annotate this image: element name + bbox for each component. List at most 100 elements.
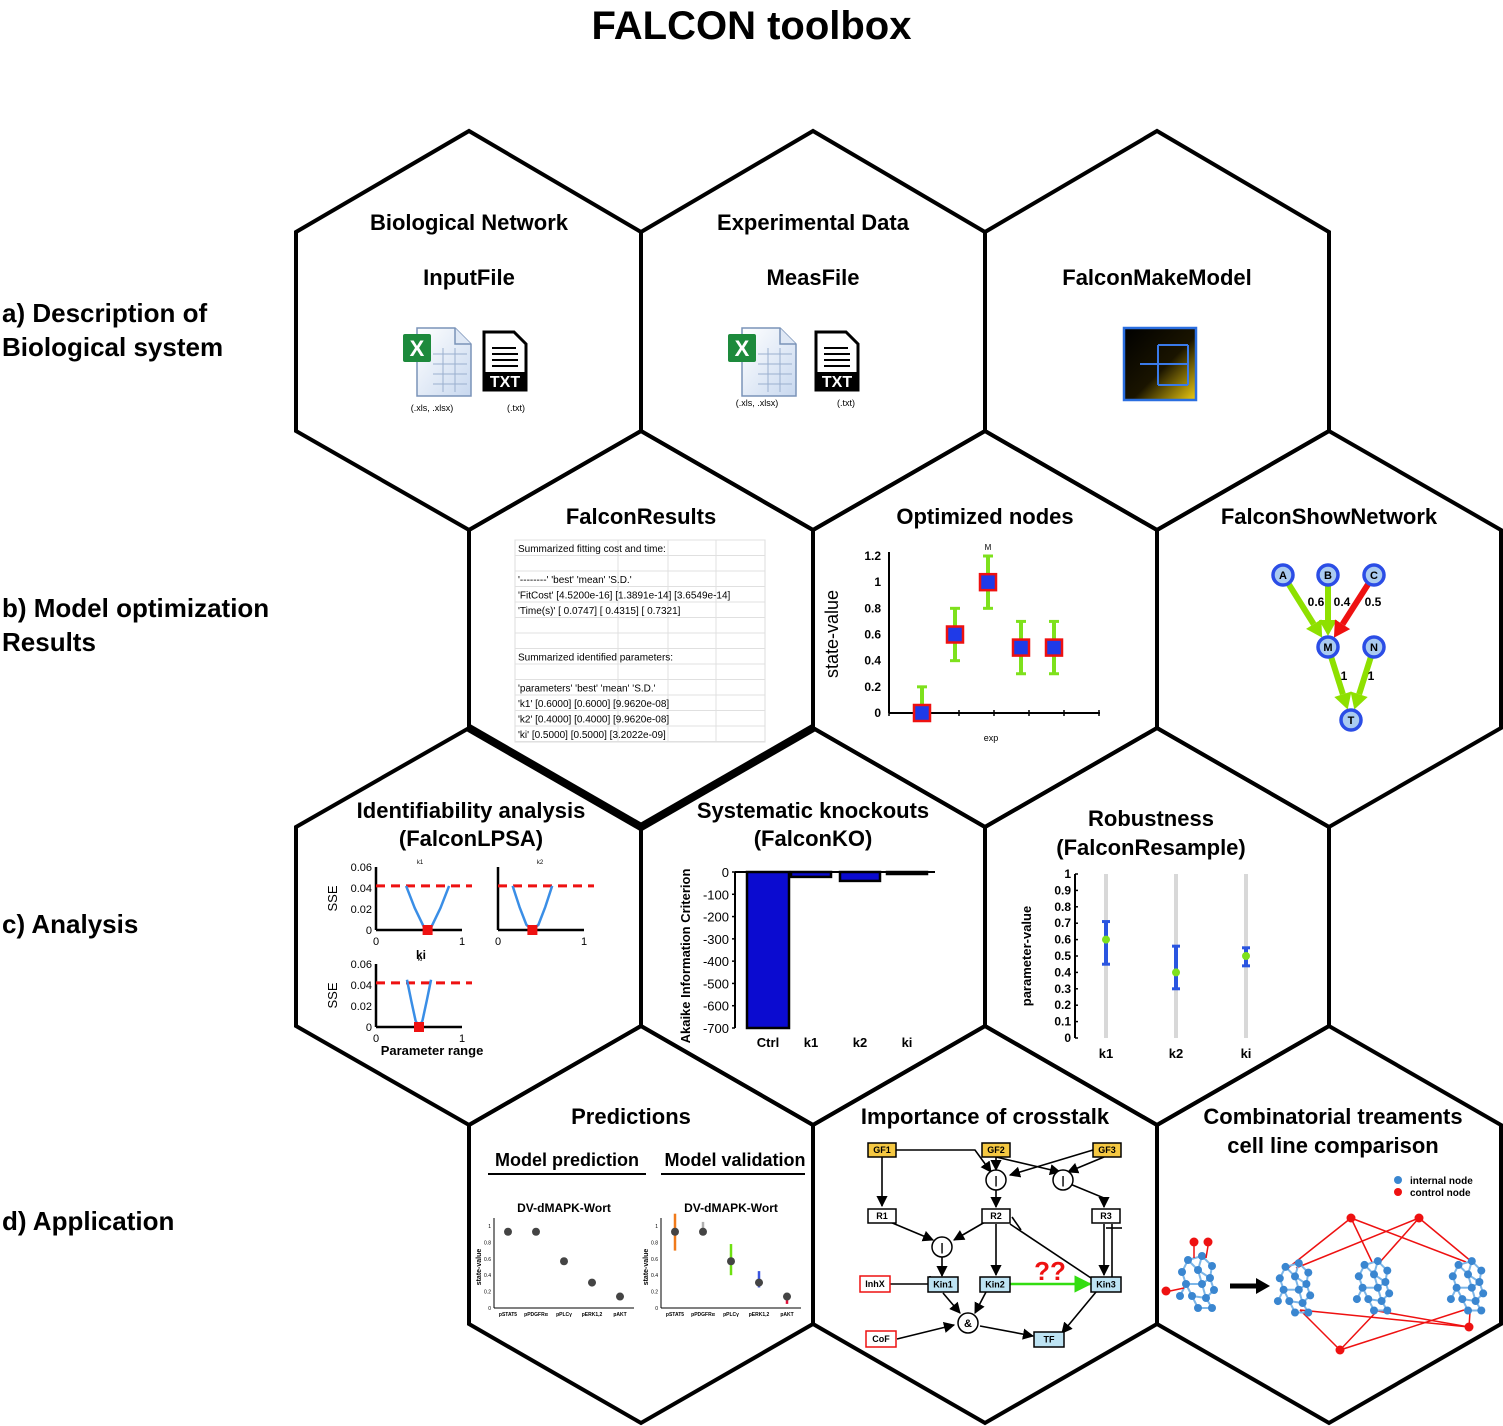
network-edge-arrowhead (1334, 691, 1352, 710)
internal-node (1467, 1257, 1476, 1266)
pred-category-label: pPLCγ (723, 1312, 739, 1318)
crosstalk-node-label: GF3 (1098, 1145, 1116, 1155)
internal-node (1198, 1252, 1206, 1260)
crosstalk-node-label: R1 (876, 1211, 888, 1221)
y-axis-label: state-value (822, 590, 842, 678)
hex-biological-network (294, 128, 643, 533)
resample-subtitle: (FalconResample) (1056, 835, 1246, 860)
res-y-tick-label: 0.4 (1054, 965, 1071, 979)
crosstalk-node-label: TF (1044, 1335, 1055, 1345)
internal-node (1373, 1257, 1382, 1266)
edge-weight-label: 0.5 (1365, 595, 1382, 609)
crosstalk-gate-label: | (1061, 1175, 1064, 1187)
lpsa-x-label: Parameter range (381, 1043, 484, 1058)
crosstalk-node (979, 1276, 1011, 1293)
crosstalk-node (981, 1208, 1011, 1224)
pred-category-label: pPDGFRα (524, 1312, 549, 1318)
internal-node (1291, 1308, 1299, 1317)
xls-caption: (.xls, .xlsx) (736, 398, 779, 408)
internal-node (1475, 1278, 1484, 1286)
control-node (1203, 1237, 1213, 1247)
internal-node (1194, 1266, 1202, 1274)
ko-bar (745, 870, 791, 1030)
internal-node (1198, 1280, 1206, 1288)
resample-chart: 0 0.1 0.2 0.3 0.4 0.5 0.6 0.7 0.8 0.9 1 k1 k2 ki param… (1019, 867, 1251, 1061)
crosstalk-node-label: CoF (872, 1334, 890, 1344)
lpsa-plot-title: k1 (417, 860, 424, 866)
ko-category-label: ki (902, 1035, 913, 1050)
combinatorial-title: Combinatorial treaments (1203, 1104, 1462, 1129)
show-network-title: FalconShowNetwork (1221, 504, 1438, 529)
res-category-label: k1 (1099, 1046, 1113, 1061)
ko-y-tick-label: -300 (703, 932, 729, 947)
network-node (1339, 708, 1363, 732)
res-category-label: k2 (1169, 1046, 1183, 1061)
crosstalk-node (981, 1142, 1011, 1158)
crosstalk-node-label: Kin1 (933, 1280, 953, 1290)
crosstalk-gate (985, 1169, 1007, 1191)
y-tick-label: 1.2 (864, 549, 881, 563)
pred-y-label: state-value (476, 1249, 483, 1286)
legend-control-node: control node (1410, 1188, 1471, 1199)
data-point (1044, 638, 1064, 657)
ko-y-tick-label: -700 (703, 1021, 729, 1036)
pred-y-tick-label: 0.6 (651, 1257, 658, 1263)
crosstalk-gate (931, 1236, 953, 1258)
crosstalk-gate (1052, 1169, 1074, 1191)
hex-crosstalk (811, 1023, 1159, 1426)
y-tick-label: 0.2 (864, 680, 881, 694)
internal-node (1354, 1272, 1363, 1281)
pred-category-label: pERK1,2 (749, 1312, 770, 1318)
internal-node (1188, 1292, 1196, 1300)
ko-y-label: Akaike Information Criterion (678, 869, 693, 1044)
xls-file-icon: X (728, 327, 797, 397)
ko-y-tick-label: -200 (703, 910, 729, 925)
internal-node (1385, 1289, 1394, 1298)
network-node-label: A (1279, 570, 1287, 582)
internal-node (1352, 1295, 1361, 1304)
ko-y-tick-label: 0 (722, 865, 729, 880)
txt-caption: (.txt) (837, 398, 855, 408)
control-node (1161, 1286, 1171, 1296)
validation-chart: DV-dMAPK-Wort 0 0.2 0.4 0.6 0.8 1 state-value pS… (643, 1201, 801, 1318)
pred-point (532, 1227, 540, 1236)
internal-node (1477, 1306, 1486, 1315)
show-network-graph: 0.6 0.4 0.5 1 1 A B C M N T (1271, 563, 1386, 732)
internal-node (1370, 1270, 1378, 1279)
internal-node (1176, 1292, 1184, 1300)
thick-divider (467, 724, 643, 831)
internal-node (1464, 1306, 1472, 1315)
res-y-tick-label: 0.7 (1054, 916, 1071, 930)
lpsa-x-tick-label: 1 (459, 936, 465, 948)
res-point (1242, 952, 1250, 960)
results-title: FalconResults (566, 504, 716, 529)
txt-file-icon: TXT (814, 330, 860, 392)
network-node (1362, 635, 1386, 659)
y-tick-label: 0 (874, 706, 881, 720)
internal-node (1377, 1297, 1386, 1305)
bio-network-title: Biological Network (370, 210, 569, 235)
network-node-label: T (1348, 715, 1355, 727)
internal-node (1281, 1262, 1290, 1271)
network-edge-arrowhead (1350, 691, 1368, 710)
lpsa-y-label: SSE (325, 982, 340, 1008)
control-edge (1205, 1245, 1209, 1259)
ko-category-label: k1 (804, 1035, 818, 1050)
crosstalk-gate (957, 1312, 979, 1334)
pred-y-tick-label: 0.8 (484, 1240, 491, 1246)
pred-category-label: pERK1,2 (582, 1312, 603, 1318)
network-edge (1340, 582, 1371, 626)
lpsa-y-tick-label: 0.04 (351, 883, 372, 895)
y-tick-label: 0.8 (864, 601, 881, 615)
crosstalk-node (927, 1276, 959, 1293)
pred-y-tick-label: 1 (655, 1224, 658, 1230)
network-edge (1328, 656, 1346, 696)
table-cell: 'Time(s)' [ 0.0747] [ 0.4315] [ 0.7321] (518, 606, 681, 617)
bio-network-subtitle: InputFile (423, 265, 515, 290)
ko-bar (789, 870, 833, 879)
pred-chart-title: DV-dMAPK-Wort (517, 1201, 611, 1215)
internal-node (1279, 1285, 1288, 1294)
hex-experimental-data (639, 128, 987, 533)
control-node (1189, 1237, 1199, 1247)
